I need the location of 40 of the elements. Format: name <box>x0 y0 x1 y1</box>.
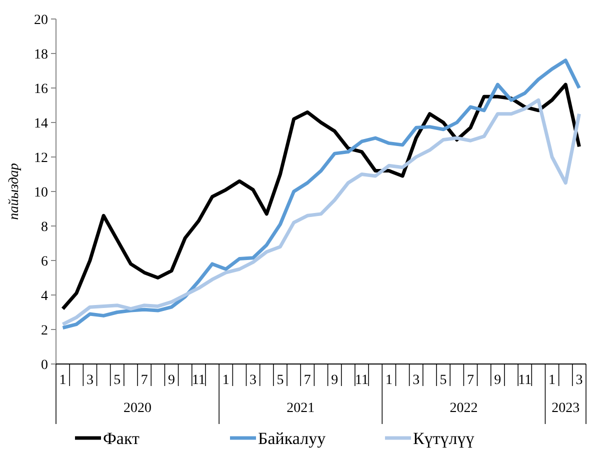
line-series <box>61 58 581 330</box>
x-tick-label: 11 <box>355 373 369 388</box>
x-tick-label: 5 <box>114 373 121 388</box>
x-tick-label: 11 <box>518 373 532 388</box>
y-tick-label: 12 <box>34 150 48 166</box>
y-tick-label: 2 <box>41 323 48 338</box>
legend-label: Күтүлүү <box>413 428 475 448</box>
x-tick-label: 1 <box>222 373 230 388</box>
x-tick-label: 3 <box>250 373 257 388</box>
x-tick-label: 9 <box>331 373 338 388</box>
x-tick-label: 3 <box>576 373 583 388</box>
y-tick-label: 18 <box>34 47 48 62</box>
y-tick-label: 4 <box>41 288 48 304</box>
y-tick-label: 6 <box>41 254 48 270</box>
y-tick-label: 10 <box>34 185 48 200</box>
x-tick-label: 1 <box>548 373 556 388</box>
y-tick-label: 16 <box>34 82 48 97</box>
y-tick-label: 20 <box>34 12 48 28</box>
x-tick-label: 7 <box>140 373 148 388</box>
text: 2021 <box>286 401 315 416</box>
y-tick-label: 14 <box>34 116 48 132</box>
y-tick-label: 0 <box>41 358 48 373</box>
x-tick-label: 9 <box>494 373 502 388</box>
x-tick-label: 11 <box>192 373 206 388</box>
x-tick-label: 5 <box>276 373 284 388</box>
legend-label: Факт <box>103 428 140 448</box>
legend-label: Байкалуу <box>258 428 326 448</box>
x-tick-label: 1 <box>385 373 392 388</box>
x-tick-label: 3 <box>86 373 94 388</box>
text: 2023 <box>552 401 580 416</box>
x-tick-label: 3 <box>412 373 420 388</box>
x-tick-label: 5 <box>440 373 447 388</box>
y-axis-title: пайыздар <box>7 163 22 220</box>
y-tick-label: 8 <box>41 220 48 235</box>
text: 2020 <box>124 401 152 416</box>
x-tick-label: 1 <box>59 373 66 388</box>
x-tick-label: 7 <box>304 373 311 388</box>
x-tick-label: 9 <box>168 373 176 388</box>
text: 2022 <box>450 401 478 416</box>
x-tick-label: 7 <box>466 373 474 388</box>
